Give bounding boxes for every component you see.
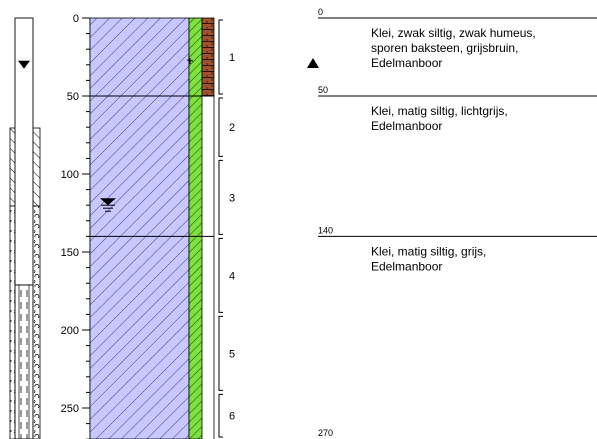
layer-description-line: Klei, matig siltig, grijs, bbox=[371, 244, 486, 258]
depth-tick-label: 200 bbox=[61, 325, 79, 337]
sample-label: 5 bbox=[229, 348, 235, 360]
humus-marker-icon bbox=[186, 58, 194, 64]
soil-column-fill bbox=[89, 17, 190, 439]
layer-description-line: Edelmanboor bbox=[371, 259, 442, 273]
brick-fragments-strip bbox=[201, 17, 215, 97]
sample-bracket bbox=[218, 159, 223, 235]
depth-tick-label: 50 bbox=[67, 91, 79, 103]
depth-axis: 0 50 100 150 200 250 bbox=[61, 13, 91, 439]
groundwater-level-icon bbox=[100, 198, 116, 212]
layer-description-line: Klei, zwak siltig, zwak humeus, bbox=[371, 26, 536, 40]
sample-point-triangle-icon bbox=[307, 58, 319, 68]
depth-tick-label: 100 bbox=[61, 169, 79, 181]
groundwater-triangle bbox=[100, 198, 116, 206]
layer-description-line: Edelmanboor bbox=[371, 56, 442, 70]
end-depth-label: 270 bbox=[318, 428, 333, 438]
sample-bracket bbox=[218, 315, 223, 391]
well-riser-pipe bbox=[14, 17, 34, 286]
sample-bracket bbox=[218, 393, 223, 438]
layer-top-depth-label: 140 bbox=[318, 225, 333, 235]
sample-label: 6 bbox=[229, 411, 235, 423]
sample-bracket bbox=[218, 19, 223, 95]
layer-top-depth-label: 0 bbox=[318, 7, 323, 17]
soil-column bbox=[89, 17, 215, 439]
depth-tick-label: 250 bbox=[61, 403, 79, 415]
well-construction-column bbox=[9, 17, 41, 439]
sample-label: 1 bbox=[229, 52, 235, 64]
layer-descriptions: 0 Klei, zwak siltig, zwak humeus,sporen b… bbox=[318, 7, 597, 273]
well-filter-screen bbox=[14, 284, 34, 439]
layer-description-line: sporen baksteen, grijsbruin, bbox=[371, 41, 518, 55]
sample-bracket bbox=[218, 97, 223, 157]
depth-tick-label: 150 bbox=[61, 247, 79, 259]
sample-label: 4 bbox=[229, 270, 235, 282]
sand-admixture-strip bbox=[188, 17, 203, 439]
sample-label: 3 bbox=[229, 192, 235, 204]
layer-description-line: Edelmanboor bbox=[371, 119, 442, 133]
depth-tick-label: 0 bbox=[73, 13, 79, 25]
layer-description-line: Klei, matig siltig, lichtgrijs, bbox=[371, 104, 508, 118]
sample-intervals: 1 2 3 4 5 6 bbox=[218, 19, 235, 438]
well-water-level-icon bbox=[18, 60, 30, 69]
sample-label: 2 bbox=[229, 122, 235, 134]
layer-top-depth-label: 50 bbox=[318, 85, 328, 95]
sample-bracket bbox=[218, 237, 223, 313]
